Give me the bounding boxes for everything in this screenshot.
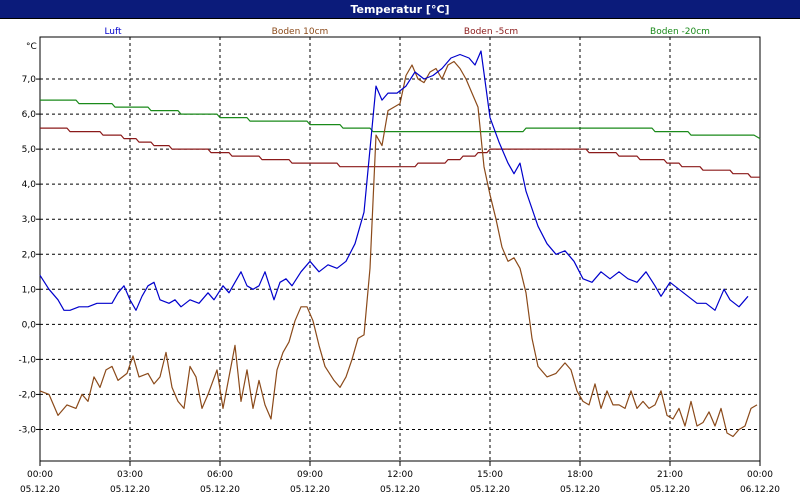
series-line-boden-10cm: [39, 60, 758, 438]
axes: [36, 36, 761, 466]
series-line-boden-20cm: [40, 99, 761, 140]
x-tick-date-label: 06.12.20: [740, 485, 780, 495]
x-tick-label: 18:00: [567, 470, 593, 480]
x-tick-label: 09:00: [297, 470, 323, 480]
x-tick-label: 00:00: [27, 470, 53, 480]
legend-entry: Boden -5cm: [464, 27, 518, 37]
y-tick-label: 1,0: [22, 285, 37, 295]
x-tick-label: 00:00: [747, 470, 773, 480]
y-tick-label: -2,0: [18, 390, 36, 400]
y-tick-label: -3,0: [18, 425, 36, 435]
y-tick-label: 3,0: [22, 215, 37, 225]
x-tick-date-label: 05.12.20: [650, 485, 690, 495]
y-tick-label: 5,0: [22, 145, 37, 155]
series-line-boden-5cm: [40, 127, 760, 178]
legend-entry: Boden 10cm: [272, 27, 329, 37]
chart-title: Temperatur [°C]: [0, 0, 800, 19]
x-tick-label: 03:00: [117, 470, 143, 480]
x-tick-date-label: 05.12.20: [560, 485, 600, 495]
x-tick-date-label: 05.12.20: [20, 485, 60, 495]
plot-frame: [39, 36, 761, 462]
grid-lines: [40, 37, 760, 461]
x-tick-label: 06:00: [207, 470, 233, 480]
x-tick-label: 12:00: [387, 470, 413, 480]
y-axis-unit-label: °C: [26, 42, 37, 52]
tick-labels: 7,0 6,0 5,0 4,0 3,0 2,0 1,0 0,0 -1,0 -2,0 -3,0 00:0…: [18, 42, 780, 495]
legend-entry: Boden -20cm: [650, 27, 710, 37]
y-tick-label: 7,0: [22, 75, 37, 85]
x-tick-date-label: 05.12.20: [380, 485, 420, 495]
y-tick-label: 2,0: [22, 250, 37, 260]
x-tick-date-label: 05.12.20: [200, 485, 240, 495]
y-tick-label: -1,0: [18, 355, 36, 365]
y-tick-label: 0,0: [22, 320, 37, 330]
x-tick-date-label: 05.12.20: [290, 485, 330, 495]
legend: Luft Boden 10cm Boden -5cm Boden -20cm: [104, 27, 710, 37]
x-tick-date-label: 05.12.20: [470, 485, 510, 495]
y-tick-label: 6,0: [22, 110, 37, 120]
legend-entry: Luft: [104, 27, 122, 37]
x-tick-date-label: 05.12.20: [110, 485, 150, 495]
series-lines: [39, 50, 761, 438]
y-tick-label: 4,0: [22, 180, 37, 190]
series-line-luft: [39, 50, 749, 311]
x-tick-label: 15:00: [477, 470, 503, 480]
x-tick-label: 21:00: [657, 470, 683, 480]
